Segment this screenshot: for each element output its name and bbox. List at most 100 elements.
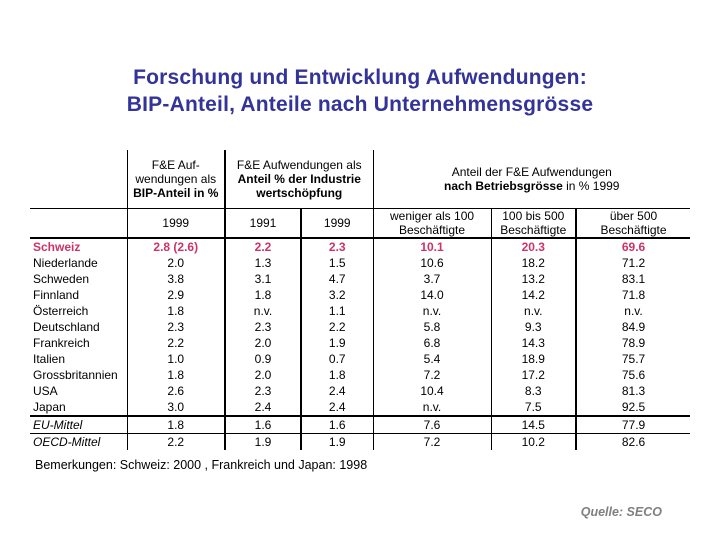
value-cell: 2.2 [225,238,302,255]
value-cell: 2.2 [127,335,226,351]
value-cell: 92.5 [621,400,646,414]
value-cell: 75.6 [621,368,646,382]
country-cell: OECD-Mittel [30,433,128,450]
value-cell: 2.3 [301,238,374,255]
table-row-japan: Japan 3.0 2.4 2.4 n.v. 7.5 92.5 [30,399,690,416]
country-cell: Italien [30,351,128,367]
value-cell: 18.2 [491,255,578,271]
value-cell: 71.8 [621,288,646,302]
value-cell: 1.1 [301,303,374,319]
remarks-note: Bemerkungen: Schweiz: 2000 , Frankreich … [35,458,368,472]
country-cell: Japan [30,399,128,416]
table-row-frankreich: Frankreich 2.2 2.0 1.9 6.8 14.3 78.9 [30,335,690,351]
value-cell: 1.3 [225,255,302,271]
group-header-betriebsgroesse-line2: nach Betriebsgrösse in % 1999 [444,178,620,193]
value-cell: 7.2 [373,367,492,383]
group-header-industrie-line2: Anteil % der Industrie [237,171,361,186]
value-cell: 7.5 [491,399,578,416]
value-cell: 2.2 [127,433,226,450]
value-cell: 2.4 [225,399,302,416]
table-row-oesterreich: Österreich 1.8 n.v. 1.1 n.v. n.v. n.v. [30,303,690,319]
table-row-niederlande: Niederlande 2.0 1.3 1.5 10.6 18.2 71.2 [30,255,690,271]
table-group-header-row: F&E Auf- wendungen als BIP-Anteil in % F… [30,150,691,209]
page-title-line2: BIP-Anteil, Anteile nach Unternehmensgrö… [126,93,594,116]
value-cell: 1.9 [301,335,374,351]
value-cell: 3.7 [373,271,492,287]
country-cell: Finnland [30,287,128,303]
value-cell: 1.6 [225,415,302,434]
empty-corner-cell [30,208,128,239]
value-cell: 7.6 [373,415,492,434]
value-cell: 2.0 [225,335,302,351]
country-cell: Niederlande [30,255,128,271]
column-header-size-small: weniger als 100 Beschäftigte [373,208,492,239]
group-header-industrie-line1: F&E Aufwendungen als [236,157,362,172]
group-header-bip-line3: BIP-Anteil in % [133,185,219,200]
group-header-betriebsgroesse: Anteil der F&E Aufwendungen nach Betrieb… [373,150,691,209]
country-cell: Österreich [30,303,128,319]
value-cell: 6.8 [373,335,492,351]
value-cell: n.v. [491,303,578,319]
value-cell: 1.9 [301,433,374,450]
value-cell: 1.8 [127,367,226,383]
group-header-industrie: F&E Aufwendungen als Anteil % der Indust… [225,150,374,209]
country-cell: EU-Mittel [30,415,128,434]
table-row-italien: Italien 1.0 0.9 0.7 5.4 18.9 75.7 [30,351,690,367]
value-cell: n.v. [373,303,492,319]
table-row-usa: USA 2.6 2.3 2.4 10.4 8.3 81.3 [30,383,690,399]
value-cell: 2.3 [127,319,226,335]
value-cell: 3.8 [127,271,226,287]
column-header-ind-1991: 1991 [225,208,302,239]
value-cell: 9.3 [491,319,578,335]
value-cell: 1.8 [301,367,374,383]
value-cell: n.v. [225,303,302,319]
value-cell: 14.5 [491,415,578,434]
country-cell: Deutschland [30,319,128,335]
value-cell: 2.4 [301,383,374,399]
value-cell: 2.8 (2.6) [127,238,226,255]
source-label: Quelle: SECO [580,505,662,519]
value-cell: 2.0 [225,367,302,383]
value-cell: 0.7 [301,351,374,367]
country-cell: Grossbritannien [30,367,128,383]
country-cell: USA [30,383,128,399]
empty-corner-cell [30,150,128,209]
value-cell: 1.6 [301,415,374,434]
value-cell: 10.4 [373,383,492,399]
value-cell: 10.2 [491,433,578,450]
value-cell: 2.6 [127,383,226,399]
value-cell: 5.4 [373,351,492,367]
value-cell: 83.1 [621,272,646,286]
value-cell: 2.3 [225,383,302,399]
value-cell: 10.1 [373,238,492,255]
value-cell: 75.7 [621,352,646,366]
value-cell: 1.9 [225,433,302,450]
group-header-betriebsgroesse-line1: Anteil der F&E Aufwendungen [451,164,612,179]
value-cell: 14.3 [491,335,578,351]
country-cell: Schweden [30,271,128,287]
value-cell: 1.5 [301,255,374,271]
value-cell: 77.9 [576,415,691,434]
value-cell: 14.0 [373,287,492,303]
value-cell: 13.2 [491,271,578,287]
value-cell: 1.0 [127,351,226,367]
rd-expenditure-table: F&E Auf- wendungen als BIP-Anteil in % F… [30,150,691,450]
value-cell: 2.2 [301,319,374,335]
group-header-industrie-line3: wertschöpfung [256,185,343,200]
group-header-bip-line1: F&E Auf- [151,157,200,172]
value-cell: 3.2 [301,287,374,303]
value-cell: 7.2 [373,433,492,450]
value-cell: 4.7 [301,271,374,287]
value-cell: 71.2 [621,256,646,270]
value-cell: 3.1 [225,271,302,287]
value-cell: 17.2 [491,367,578,383]
table-row-schweden: Schweden 3.8 3.1 4.7 3.7 13.2 83.1 [30,271,690,287]
value-cell: 82.6 [576,433,691,450]
value-cell: 2.9 [127,287,226,303]
value-cell: 1.8 [127,303,226,319]
country-cell: Schweiz [30,238,128,255]
value-cell: 0.9 [225,351,302,367]
value-cell: 14.2 [491,287,578,303]
value-cell: 2.3 [225,319,302,335]
